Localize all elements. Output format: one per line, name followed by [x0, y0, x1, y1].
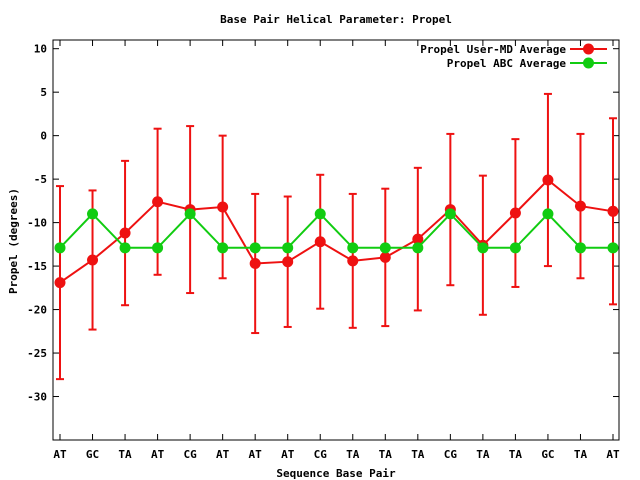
x-tick-label: TA: [411, 448, 425, 461]
series-user-md: [54, 92, 619, 381]
y-tick-label: 5: [40, 86, 47, 99]
data-point: [152, 196, 164, 208]
data-point: [249, 242, 261, 254]
y-tick-label: -5: [34, 173, 47, 186]
data-point: [249, 257, 261, 269]
y-tick-label: 10: [34, 43, 47, 56]
data-point: [379, 251, 391, 263]
data-point: [119, 227, 131, 239]
data-point: [152, 242, 164, 254]
series-line: [59, 178, 614, 284]
legend-marker: [583, 43, 594, 55]
data-point: [574, 242, 586, 254]
plot-frame: [52, 39, 620, 441]
x-tick-label: CG: [444, 448, 458, 461]
data-point: [509, 242, 521, 254]
data-point: [119, 242, 131, 254]
data-point: [542, 208, 554, 220]
x-tick-label: GC: [86, 448, 99, 461]
series-abc: [54, 208, 619, 254]
legend-label: Propel ABC Average: [447, 57, 567, 70]
data-point: [347, 255, 359, 267]
data-point: [54, 242, 66, 254]
x-tick-label: AT: [281, 448, 295, 461]
x-tick-label: AT: [151, 448, 165, 461]
x-tick-label: AT: [249, 448, 263, 461]
data-point: [217, 242, 229, 254]
data-point: [282, 242, 294, 254]
data-point: [184, 208, 196, 220]
x-tick-label: TA: [379, 448, 393, 461]
data-point: [217, 201, 229, 213]
y-tick-label: -10: [27, 217, 47, 230]
data-point: [477, 242, 489, 254]
data-point: [347, 242, 359, 254]
y-tick-label: 0: [40, 130, 47, 143]
y-tick-label: -15: [27, 260, 47, 273]
legend-marker: [583, 57, 594, 69]
legend-item: Propel ABC Average: [447, 57, 607, 70]
series-line: [59, 212, 613, 249]
y-tick-label: -25: [27, 347, 47, 360]
legend-item: Propel User-MD Average: [420, 43, 607, 56]
data-point: [54, 277, 66, 289]
data-point: [314, 236, 326, 248]
y-tick-label: -30: [27, 391, 47, 404]
x-tick-label: GC: [541, 448, 554, 461]
chart-title: Base Pair Helical Parameter: Propel: [220, 13, 452, 26]
data-point: [87, 254, 99, 266]
x-tick-label: TA: [574, 448, 588, 461]
x-tick-label: TA: [118, 448, 132, 461]
data-point: [444, 208, 456, 220]
data-point: [574, 200, 586, 212]
x-tick-label: CG: [314, 448, 328, 461]
data-point: [412, 233, 424, 245]
data-point: [412, 242, 424, 254]
x-axis-label: Sequence Base Pair: [276, 467, 396, 480]
x-tick-label: AT: [216, 448, 230, 461]
data-point: [282, 256, 294, 268]
x-tick-label: CG: [183, 448, 197, 461]
data-point: [542, 174, 554, 186]
x-tick-label: TA: [476, 448, 490, 461]
x-tick-label: TA: [346, 448, 360, 461]
data-point: [607, 242, 619, 254]
legend-label: Propel User-MD Average: [420, 43, 566, 56]
data-point: [379, 242, 391, 254]
x-tick-label: TA: [509, 448, 523, 461]
y-tick-label: -20: [27, 304, 47, 317]
plot-area: 10 5 0 -5 -10 -15 -20 -25 -30 AT GC TA AT CG AT AT AT CG T…: [27, 39, 620, 461]
data-point: [509, 207, 521, 219]
x-tick-label: AT: [606, 448, 620, 461]
data-point: [607, 205, 619, 217]
data-point: [314, 208, 326, 220]
x-tick-label: AT: [53, 448, 67, 461]
data-point: [87, 208, 99, 220]
y-axis-label: Propel (degrees): [7, 188, 20, 294]
